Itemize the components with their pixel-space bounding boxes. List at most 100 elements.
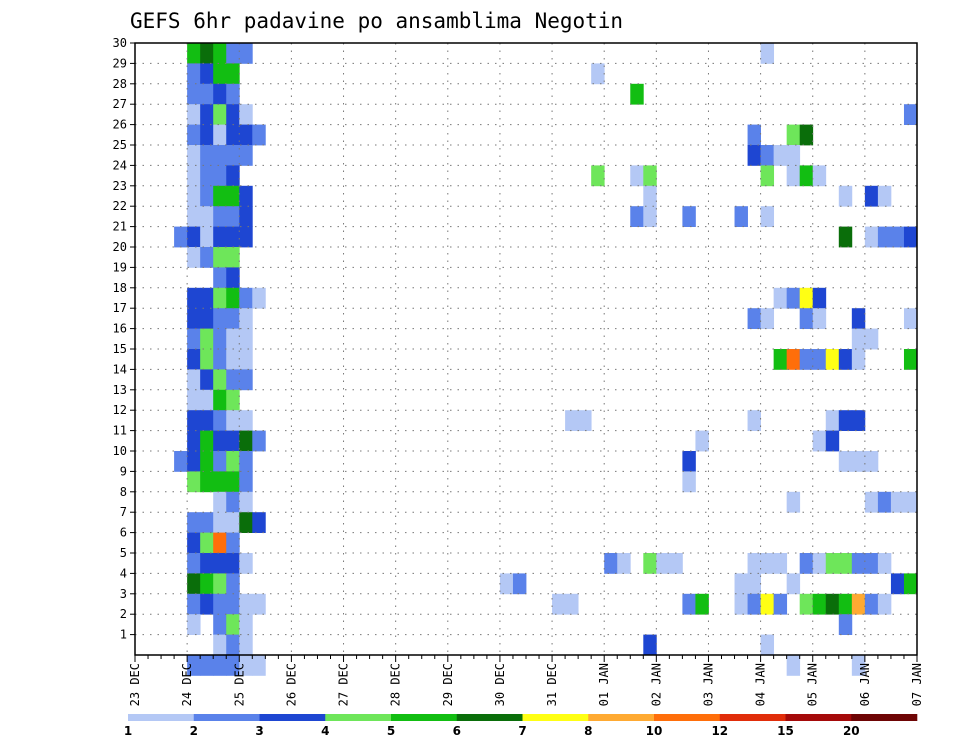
x-tick-label: 02 JAN [649,663,663,706]
heatmap-cell [239,614,253,635]
heatmap-cell [877,226,892,248]
heatmap-cell [226,63,240,85]
heatmap-cell [239,512,253,533]
heatmap-cell [760,634,775,656]
heatmap-cell [239,226,253,248]
x-tick-label: 05 JAN [806,663,820,706]
y-tick-label: 30 [113,36,127,50]
heatmap-cell [760,553,775,574]
heatmap-cell [200,287,214,309]
heatmap-cell [239,634,253,656]
colorbar-label: 10 [646,724,663,738]
heatmap-cell [187,124,201,146]
heatmap-cell [838,349,853,370]
heatmap-cell [630,83,644,105]
heatmap-cell [786,124,801,146]
heatmap-cell [903,491,918,513]
heatmap-cell [200,471,214,493]
heatmap-cell [864,185,879,207]
heatmap-cell [786,145,801,166]
heatmap-cell [213,287,227,309]
heatmap-cell [812,165,827,187]
y-tick-label: 6 [120,526,127,540]
colorbar-label: 20 [843,724,860,738]
heatmap-cell [252,655,266,676]
heatmap-cell [187,145,201,166]
x-tick-label: 27 DEC [337,663,351,706]
heatmap-cell [838,614,853,635]
heatmap-cell [187,553,201,574]
heatmap-cell [226,43,240,64]
heatmap-cell [187,247,201,268]
heatmap-cell [669,553,683,574]
colorbar-label: 6 [453,724,461,738]
heatmap-cell [252,430,266,452]
heatmap-cell [903,573,918,595]
x-tick-label: 03 JAN [702,663,716,706]
heatmap-cell [812,553,827,574]
y-axis: 1234567891011121314151617181920212223242… [113,36,135,642]
heatmap-cell [187,655,201,676]
heatmap-cell [213,43,227,64]
heatmap-cell [226,410,240,431]
heatmap-cell [825,553,840,574]
heatmap-cell [239,430,253,452]
heatmap-cell [838,593,853,615]
heatmap-cell [226,553,240,574]
colorbar-swatch [325,714,392,721]
heatmap-cell [747,410,761,431]
heatmap-cell [200,573,214,595]
heatmap-cell [851,655,866,676]
heatmap-cell [239,553,253,574]
heatmap-cell [877,553,892,574]
heatmap-cell [890,491,905,513]
heatmap-cell [213,226,227,248]
y-tick-label: 9 [120,464,127,478]
heatmap-cell [864,451,879,472]
heatmap-cell [252,593,266,615]
heatmap-cell [734,206,748,227]
y-tick-label: 19 [113,260,127,274]
colorbar-swatch [391,714,458,721]
heatmap-cell [838,410,853,431]
x-tick-label: 01 JAN [597,663,611,706]
heatmap-cell [747,553,761,574]
heatmap-cell [239,206,253,227]
heatmap-cell [226,349,240,370]
heatmap-cell [239,43,253,64]
heatmap-cell [695,593,709,615]
heatmap-cell [213,369,227,391]
heatmap-cell [734,593,748,615]
colorbar-swatch [193,714,260,721]
heatmap-cell [226,532,240,554]
heatmap-cell [213,573,227,595]
heatmap-cell [226,145,240,166]
heatmap-cell [213,655,227,676]
heatmap-cell [226,593,240,615]
x-tick-label: 07 JAN [910,663,924,706]
heatmap-cell [747,593,761,615]
heatmap-cell [213,634,227,656]
heatmap-cell [512,573,527,595]
x-axis: 23 DEC 24 DEC 25 DEC 26 DEC 27 DEC 28 DEC 29 D… [128,655,924,706]
heatmap-cell [213,471,227,493]
heatmap-cell [851,553,866,574]
heatmap-cell [226,389,240,411]
y-tick-label: 1 [120,628,127,642]
colorbar-label: 8 [584,724,592,738]
heatmap-cell [799,308,814,329]
heatmap-cell [213,83,227,105]
y-tick-label: 23 [113,179,127,193]
heatmap-cell [174,451,188,472]
heatmap-cell [226,655,240,676]
y-tick-label: 4 [120,566,127,580]
heatmap-cell [252,512,266,533]
heatmap-cell [786,349,801,370]
heatmap-cell [682,471,696,493]
heatmap-cell [213,328,227,350]
heatmap-cell [200,145,214,166]
heatmap-cell [200,655,214,676]
heatmap-cell [591,165,605,187]
heatmap-cell [187,430,201,452]
colorbar-label: 7 [518,724,526,738]
